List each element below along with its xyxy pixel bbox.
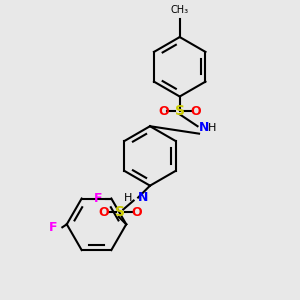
Text: O: O [191, 105, 201, 118]
Text: CH₃: CH₃ [171, 5, 189, 15]
Text: S: S [115, 206, 125, 219]
Text: H: H [208, 123, 216, 133]
Text: H: H [124, 193, 132, 202]
Text: F: F [50, 221, 58, 234]
Text: S: S [175, 104, 185, 118]
Text: O: O [131, 206, 142, 219]
Text: O: O [158, 105, 169, 118]
Text: N: N [138, 191, 148, 204]
Text: F: F [94, 192, 102, 205]
Text: N: N [199, 121, 209, 134]
Text: O: O [99, 206, 109, 219]
